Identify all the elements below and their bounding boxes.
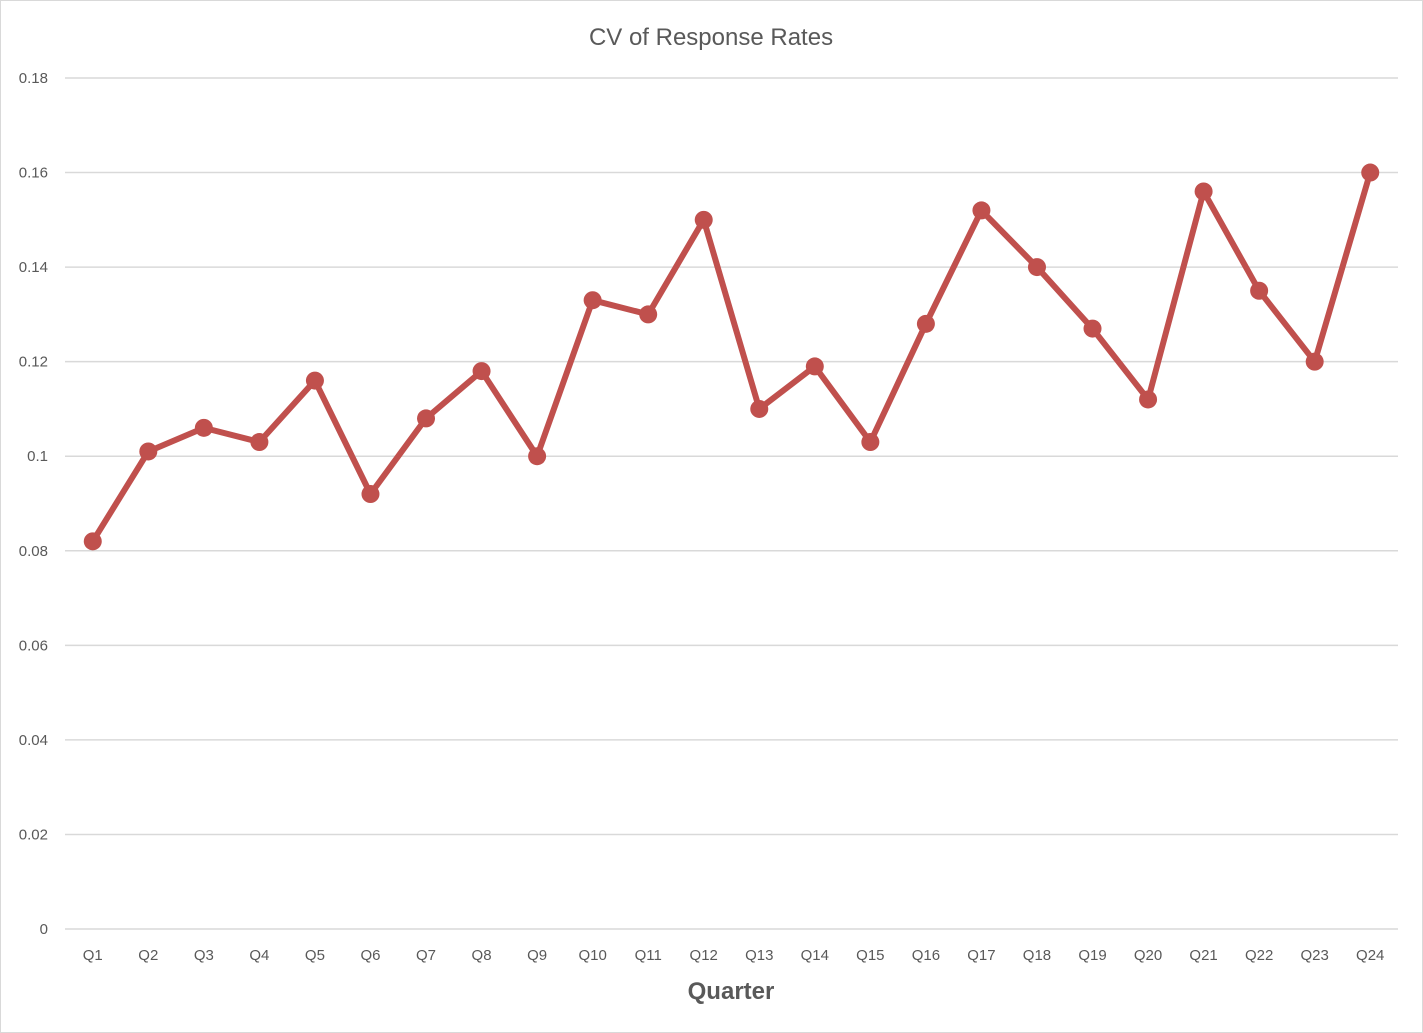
y-tick-label: 0 [40, 921, 48, 938]
x-axis-tick-labels: Q1 Q2 Q3 Q4 Q5 Q6 Q7 Q8 Q9 Q10 Q11 Q12 Q13 Q14 Q15 Q16 Q… [83, 947, 1385, 964]
data-point [417, 409, 436, 428]
y-axis-tick-labels: 0 0.02 0.04 0.06 0.08 0.1 0.12 0.14 0.16 0.18 [19, 70, 48, 938]
data-point [805, 357, 824, 376]
x-tick-label: Q8 [472, 947, 492, 964]
y-tick-label: 0.08 [19, 543, 48, 560]
y-tick-label: 0.16 [19, 165, 48, 182]
data-point [1250, 281, 1269, 300]
x-tick-label: Q23 [1301, 947, 1329, 964]
x-tick-label: Q9 [527, 947, 547, 964]
x-tick-label: Q17 [967, 947, 995, 964]
y-tick-label: 0.04 [19, 732, 48, 749]
data-point [861, 433, 880, 452]
x-tick-label: Q10 [578, 947, 606, 964]
y-tick-label: 0.1 [27, 448, 48, 465]
data-point [750, 399, 769, 418]
data-point [1027, 258, 1046, 277]
x-tick-label: Q20 [1134, 947, 1162, 964]
data-point [250, 433, 269, 452]
data-point [528, 447, 547, 466]
data-point [1194, 182, 1213, 201]
data-point [639, 305, 658, 324]
x-axis-title: Quarter [688, 978, 775, 1005]
x-tick-label: Q1 [83, 947, 103, 964]
data-point [305, 371, 324, 390]
y-tick-label: 0.12 [19, 354, 48, 371]
x-tick-label: Q21 [1189, 947, 1217, 964]
x-tick-label: Q13 [745, 947, 773, 964]
x-tick-label: Q11 [635, 947, 662, 964]
marker-layer [83, 163, 1380, 551]
x-tick-label: Q4 [249, 947, 269, 964]
x-tick-label: Q6 [360, 947, 380, 964]
data-point [972, 201, 991, 220]
x-tick-label: Q7 [416, 947, 436, 964]
x-tick-label: Q3 [194, 947, 214, 964]
data-point [1139, 390, 1158, 409]
x-tick-label: Q19 [1078, 947, 1106, 964]
y-tick-label: 0.06 [19, 637, 48, 654]
series-line [89, 169, 1374, 545]
data-point [472, 362, 491, 381]
data-point [1361, 163, 1380, 182]
x-tick-label: Q5 [305, 947, 325, 964]
x-tick-label: Q14 [801, 947, 829, 964]
data-point [139, 442, 158, 461]
x-tick-label: Q15 [856, 947, 884, 964]
data-point [694, 210, 713, 229]
data-point [83, 532, 102, 551]
data-point [1083, 319, 1102, 338]
x-tick-label: Q22 [1245, 947, 1273, 964]
y-tick-label: 0.18 [19, 70, 48, 87]
x-tick-label: Q12 [690, 947, 718, 964]
y-tick-label: 0.02 [19, 826, 48, 843]
data-point [194, 418, 213, 437]
gridlines [65, 77, 1398, 930]
series-layer [89, 169, 1374, 545]
x-tick-label: Q18 [1023, 947, 1051, 964]
x-tick-label: Q16 [912, 947, 940, 964]
x-tick-label: Q24 [1356, 947, 1384, 964]
data-point [1305, 352, 1324, 371]
x-tick-label: Q2 [138, 947, 158, 964]
chart-title: CV of Response Rates [589, 24, 833, 51]
data-point [583, 291, 602, 310]
y-tick-label: 0.14 [19, 259, 48, 276]
data-point [361, 485, 380, 504]
data-point [916, 314, 935, 333]
